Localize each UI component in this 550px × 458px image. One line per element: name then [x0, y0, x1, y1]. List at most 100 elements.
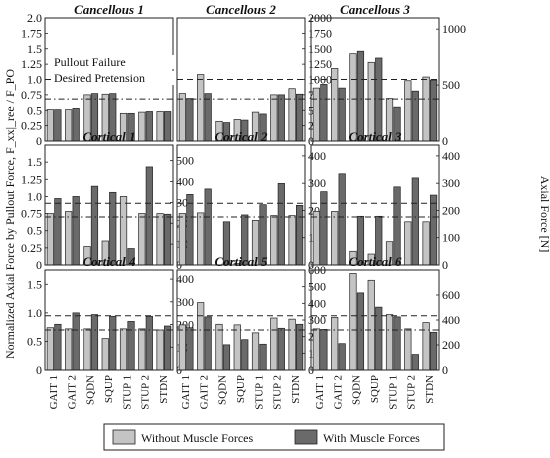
left-tick-label: 0.5 — [27, 224, 42, 238]
bar-with-1 — [72, 196, 80, 266]
bar-with-5 — [145, 315, 153, 371]
left-tick-label: 0 — [36, 134, 42, 148]
panel-title: Cancellous 2 — [206, 2, 276, 17]
left-tick-label: 1.75 — [21, 26, 42, 40]
bar-without-1 — [331, 317, 339, 371]
panel-2: Cancellous 3 0 500 1000 — [310, 2, 466, 148]
bar-with-3 — [109, 315, 117, 371]
bar-with-3 — [241, 339, 249, 371]
bar-without-1 — [65, 328, 73, 371]
right-tick-label: 300 — [442, 176, 460, 190]
bar-without-6 — [288, 88, 296, 142]
panel-title: Cortical 6 — [348, 254, 402, 269]
bar-with-1 — [204, 93, 212, 142]
pretension-label: Desired Pretension — [54, 71, 145, 85]
bar-with-0 — [54, 109, 62, 142]
legend-label-with: With Muscle Forces — [323, 431, 420, 445]
right-tick-label: 300 — [308, 176, 326, 190]
panel-7: Cortical 5 GAIT 1 GAIT 2 SQDN SQUP STUP 1 STUP… — [176, 254, 326, 410]
bar-with-2 — [90, 314, 99, 371]
bar-without-0 — [178, 93, 186, 142]
category-label: STDN — [158, 375, 170, 404]
legend-swatch-without — [112, 429, 136, 445]
bar-without-5 — [138, 328, 146, 371]
bar-with-5 — [277, 183, 285, 266]
bar-without-3 — [101, 338, 109, 371]
panel-5: Cortical 3 0 100 200 300 400 — [310, 129, 460, 272]
left-tick-label: 1.25 — [21, 172, 42, 186]
bar-without-1 — [197, 302, 205, 371]
bar-with-4 — [127, 321, 135, 371]
bar-with-6 — [430, 194, 438, 266]
bar-without-2 — [83, 328, 91, 371]
bar-without-5 — [404, 221, 412, 266]
right-tick-label: 1000 — [308, 73, 332, 87]
bar-without-6 — [422, 221, 430, 266]
bar-with-0 — [320, 191, 328, 266]
bar-with-5 — [411, 177, 419, 266]
bar-without-0 — [178, 213, 186, 266]
left-tick-label: 0 — [36, 258, 42, 272]
legend: Without Muscle Forces With Muscle Forces — [103, 423, 445, 451]
panel-frame — [310, 17, 440, 142]
bar-without-0 — [312, 87, 320, 142]
left-tick-label: 0.75 — [21, 88, 42, 102]
left-tick-label: 2.0 — [27, 11, 42, 25]
bar-with-6 — [164, 325, 172, 371]
category-label: SQUP — [369, 375, 381, 403]
bar-with-4 — [393, 316, 401, 371]
bar-without-5 — [270, 94, 278, 142]
panel-title: Cancellous 1 — [74, 2, 144, 17]
bar-with-1 — [338, 87, 346, 142]
bar-with-0 — [320, 329, 328, 371]
bar-without-2 — [349, 273, 357, 371]
bar-without-4 — [385, 314, 394, 371]
right-tick-label: 300 — [308, 313, 326, 327]
left-tick-label: 0.25 — [21, 241, 42, 255]
bar-with-0 — [186, 194, 194, 266]
bar-without-3 — [367, 279, 375, 371]
left-axis-label: Normalized Axial Force by Pullout Force,… — [3, 69, 17, 359]
bar-with-6 — [430, 331, 438, 371]
bar-without-5 — [138, 111, 146, 142]
bar-with-5 — [145, 111, 153, 142]
right-tick-label: 200 — [442, 203, 460, 217]
left-tick-label: 1.5 — [27, 277, 42, 291]
category-label: SQDN — [351, 375, 363, 405]
bar-with-5 — [145, 166, 153, 266]
panel-0: Cancellous 1 00.25 0.50.751.0 1.251.5 1.752.… — [21, 2, 174, 148]
right-tick-label: 200 — [442, 338, 460, 352]
panel-3: Cortical 100.250.50.751.01.251.501002003… — [21, 129, 194, 272]
right-tick-label: 400 — [176, 175, 194, 189]
panel-title: Cortical 5 — [214, 254, 268, 269]
bar-without-0 — [46, 213, 54, 266]
category-label: SQUP — [235, 375, 247, 403]
bar-with-2 — [356, 50, 365, 142]
bar-without-0 — [46, 109, 54, 142]
panel-title: Cortical 4 — [82, 254, 136, 269]
bar-with-1 — [204, 188, 212, 266]
right-tick-label: 500 — [308, 280, 326, 294]
category-label: SQUP — [103, 375, 115, 403]
bar-with-1 — [72, 108, 80, 142]
panel-8: Cortical 6 GAIT 1 GAIT 2 SQDN SQUP STUP 1 STUP… — [310, 254, 460, 410]
panel-frame — [310, 269, 440, 371]
bar-without-2 — [215, 323, 223, 371]
left-tick-label: 0.5 — [27, 334, 42, 348]
bar-with-6 — [296, 204, 304, 266]
bar-without-6 — [288, 215, 296, 266]
bar-without-2 — [349, 53, 357, 142]
panel-frame — [176, 144, 306, 266]
category-label: GAIT 1 — [180, 375, 192, 409]
bar-without-5 — [138, 213, 146, 266]
category-label: GAIT 2 — [66, 375, 78, 409]
right-tick-label: 1250 — [308, 57, 332, 71]
panel-4: Cortical 20100200300400 — [176, 129, 326, 272]
panel-frame — [44, 144, 174, 266]
category-label: GAIT 1 — [48, 375, 60, 409]
panels: Cancellous 100.250.50.751.01.251.51.752.… — [21, 2, 466, 410]
bar-with-5 — [411, 354, 419, 371]
category-label: STUP 2 — [140, 375, 152, 410]
bar-with-6 — [296, 93, 304, 142]
